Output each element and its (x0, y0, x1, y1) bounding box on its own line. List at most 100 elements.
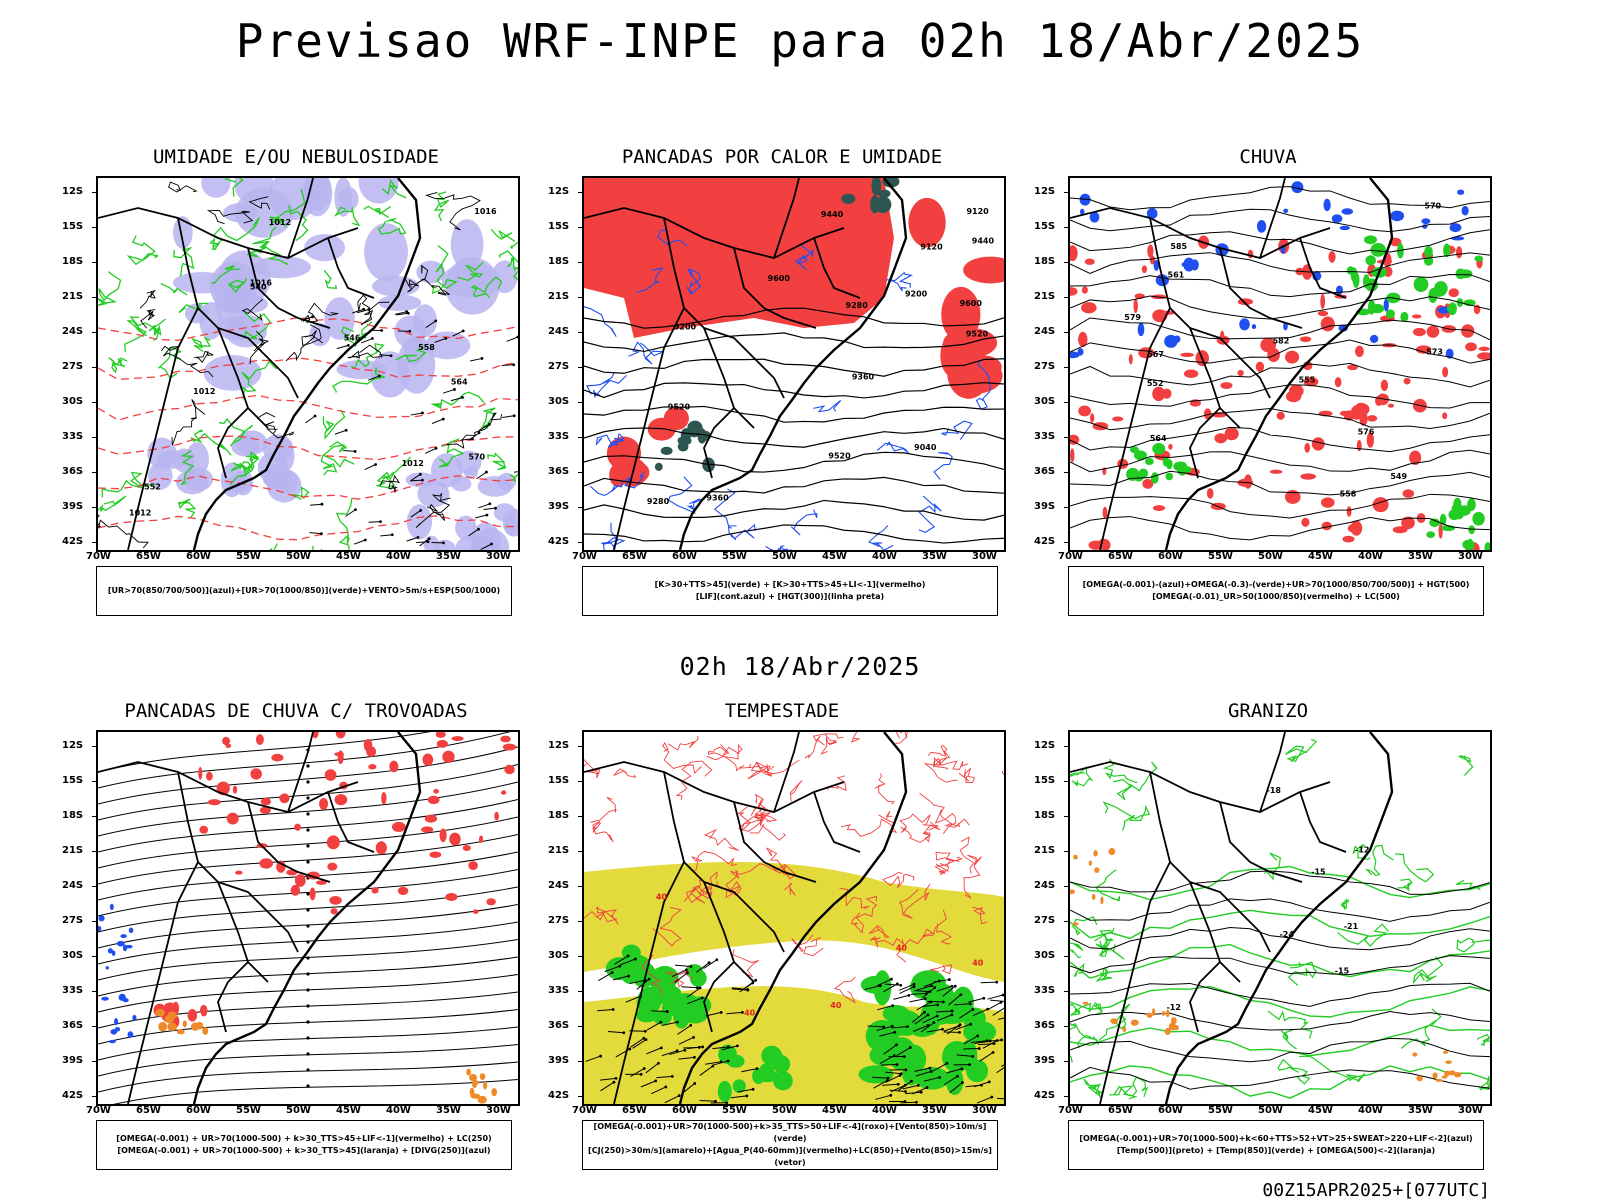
shaded-area (331, 908, 338, 914)
shaded-area (158, 1022, 167, 1032)
shaded-area (1474, 255, 1483, 261)
wind-vector-head (942, 1001, 945, 1004)
wind-vector-head (488, 502, 491, 505)
shaded-area (678, 436, 692, 445)
contour-label: 1012 (129, 509, 151, 518)
shaded-area (327, 835, 340, 849)
shaded-area (472, 1082, 477, 1088)
latitude-tick (1064, 956, 1070, 957)
wind-vector-head (929, 1001, 932, 1004)
latitude-tick (1064, 1061, 1070, 1062)
wind-vector-head (488, 423, 491, 426)
shaded-area (329, 896, 342, 905)
wind-vector-head (701, 997, 704, 1000)
wind-vector-head (490, 543, 493, 546)
shaded-area (1321, 317, 1335, 332)
latitude-label: 21S (1034, 845, 1055, 856)
panel-title: PANCADAS POR CALOR E UMIDADE (552, 146, 1012, 168)
shaded-area (112, 950, 116, 956)
shaded-area (1220, 382, 1232, 389)
shaded-area (466, 1069, 471, 1076)
latitude-tick (578, 886, 584, 887)
wind-vector-head (417, 536, 420, 539)
longitude-label: 35W (922, 551, 947, 562)
shaded-area (500, 736, 511, 743)
shaded-area (295, 874, 306, 887)
shaded-area (208, 799, 221, 805)
shaded-area (494, 812, 499, 821)
contour-line (337, 498, 352, 550)
wind-vector-head (442, 542, 445, 545)
shaded-area (1110, 1018, 1118, 1024)
wind-vector-head (993, 1042, 996, 1045)
shaded-area (202, 1027, 208, 1035)
wind-vector-head (618, 965, 621, 968)
legend-line: [OMEGA(-0.001) + UR>70(1000-500) + k>30_… (97, 1145, 511, 1157)
shaded-area (128, 1031, 134, 1038)
shaded-area (479, 835, 483, 842)
latitude-label: 21S (1034, 291, 1055, 302)
latitude-tick (92, 746, 98, 747)
longitude-label: 50W (286, 551, 311, 562)
wind-vector-head (686, 971, 689, 974)
latitude-tick (1064, 507, 1070, 508)
latitude-label: 24S (548, 880, 569, 891)
latitude-tick (578, 781, 584, 782)
wind-vector-head (960, 1067, 963, 1070)
wind-vector-head (435, 447, 438, 450)
shaded-area (1457, 189, 1464, 194)
contour-label: 9520 (828, 451, 851, 460)
latitude-label: 21S (548, 291, 569, 302)
shaded-area (1412, 1052, 1417, 1056)
latitude-label: 15S (548, 775, 569, 786)
shaded-area (1445, 1060, 1452, 1064)
shaded-area (1448, 288, 1459, 297)
wind-vector-head (444, 337, 447, 340)
shaded-area (109, 1040, 116, 1043)
latitude-tick (578, 921, 584, 922)
map-borders (98, 732, 420, 1104)
shaded-area (1442, 1075, 1448, 1078)
shaded-area (1353, 272, 1360, 288)
contour-line (934, 453, 952, 480)
shaded-area (661, 447, 673, 455)
shaded-area (503, 744, 516, 751)
shaded-area (1424, 246, 1433, 257)
contour-label: 558 (418, 343, 435, 352)
contour-label: 9600 (768, 274, 791, 283)
shaded-area (1347, 266, 1354, 275)
latitude-tick (92, 781, 98, 782)
latitude-tick (92, 851, 98, 852)
shaded-area (1318, 311, 1328, 317)
contour-label: 549 (1390, 472, 1407, 481)
map-canvas: 9600960095209520952094409440936093609280… (584, 178, 1004, 550)
shaded-area (359, 178, 399, 204)
latitude-tick (1064, 1026, 1070, 1027)
wind-vector-head (913, 985, 916, 988)
contour-line (98, 358, 518, 380)
longitude-label: 55W (722, 1105, 747, 1116)
latitude-label: 33S (62, 431, 83, 442)
latitude-label: 12S (1034, 186, 1055, 197)
shaded-area (398, 887, 409, 896)
wind-vector (432, 419, 443, 423)
contour-line (98, 272, 121, 306)
latitude-tick (92, 437, 98, 438)
shaded-area (183, 1021, 187, 1028)
wind-vector-head (988, 1080, 991, 1083)
wind-vector (987, 1002, 1001, 1010)
shaded-area (1300, 336, 1311, 342)
wind-vector-head (513, 414, 516, 417)
contour-line (842, 732, 860, 742)
latitude-tick (92, 1096, 98, 1097)
wind-vector (410, 480, 422, 481)
shaded-area (1414, 277, 1429, 292)
latitude-label: 15S (62, 221, 83, 232)
shaded-area (1365, 255, 1376, 265)
contour-line (584, 477, 1004, 493)
streamline-arrow (306, 844, 309, 847)
wind-vector-head (990, 1096, 993, 1099)
latitude-tick (578, 956, 584, 957)
